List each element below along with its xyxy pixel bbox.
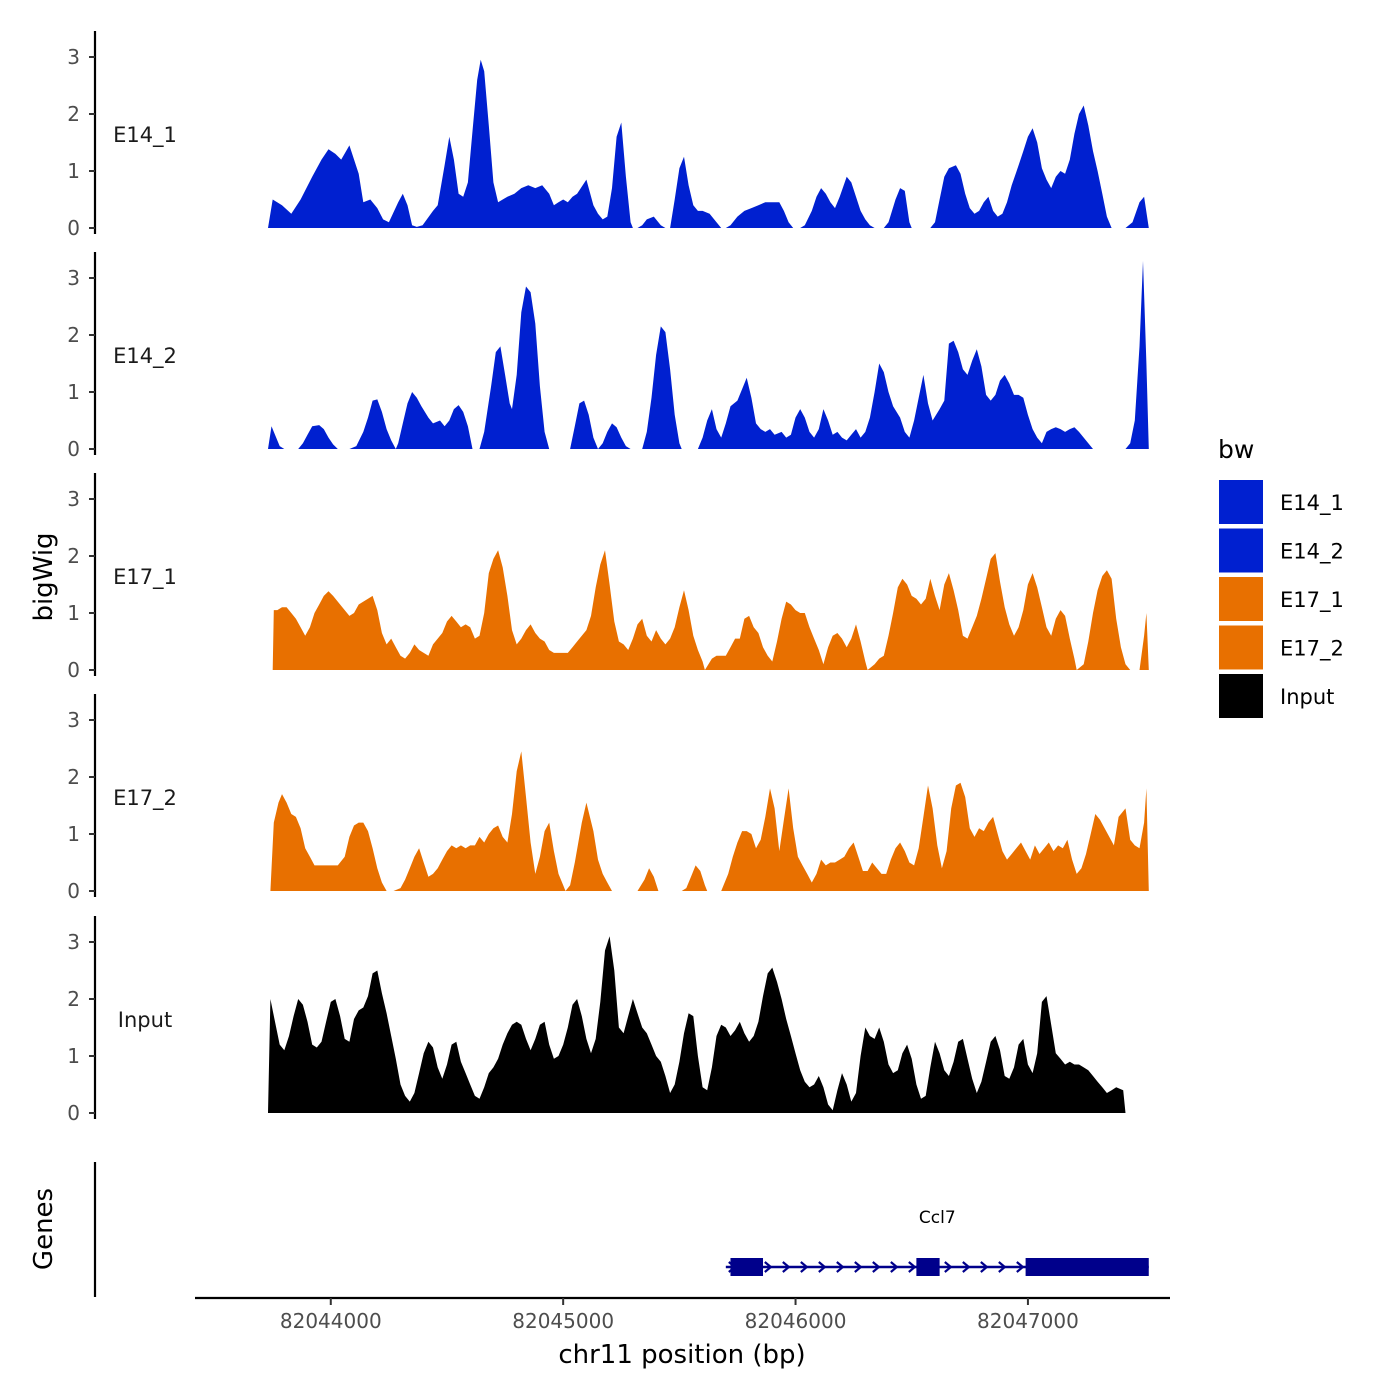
coverage-area-e14-2 [268, 260, 1149, 449]
legend: bw E14_1 E14_2 E17_1 E17_2 Input [1218, 435, 1344, 718]
legend-item: E17_2 [1219, 625, 1344, 670]
track-label: E17_1 [113, 565, 177, 590]
legend-items: E14_1 E14_2 E17_1 E17_2 Input [1219, 480, 1344, 718]
gene-exon [916, 1258, 940, 1276]
legend-item: E14_2 [1219, 528, 1344, 573]
y-tick-label: 3 [67, 930, 80, 954]
track-e14-2: 0 1 2 3 E14_2 [67, 252, 1149, 461]
strand-arrow [890, 1261, 899, 1273]
legend-swatch [1219, 674, 1263, 718]
genes-axis-title: Genes [29, 1188, 59, 1270]
y-tick-label: 1 [67, 601, 80, 625]
track-e14-1: 0 1 2 3 E14_1 [67, 31, 1149, 240]
legend-swatch [1219, 528, 1263, 573]
legend-item: E17_1 [1219, 577, 1344, 621]
track-label: E17_2 [113, 786, 177, 811]
track-label: E14_2 [113, 344, 177, 369]
strand-arrow [872, 1261, 881, 1273]
track-input: 0 1 2 3 Input [67, 916, 1126, 1125]
legend-label: Input [1280, 685, 1334, 709]
x-tick-label: 82044000 [280, 1309, 382, 1333]
coverage-tracks: 0 1 2 3 E14_1 0 1 2 3 E14_2 0 1 2 3 E17_1 0 1 2 3 E17_2 0 1 2 3… [67, 31, 1149, 1125]
track-e17-1: 0 1 2 3 E17_1 [67, 473, 1149, 682]
y-tick-label: 1 [67, 380, 80, 404]
gene-exon [1025, 1258, 1149, 1276]
strand-arrow [908, 1261, 917, 1273]
x-tick-label: 82045000 [512, 1309, 614, 1333]
coverage-area-e17-2 [270, 751, 1149, 891]
y-tick-label: 1 [67, 822, 80, 846]
legend-item: Input [1219, 674, 1334, 718]
strand-arrow [980, 1261, 989, 1273]
y-tick-label: 3 [67, 708, 80, 732]
coverage-area-e14-1 [268, 59, 1149, 228]
y-tick-label: 1 [67, 159, 80, 183]
strand-arrow [944, 1261, 953, 1273]
x-axis-title: chr11 position (bp) [558, 1340, 805, 1370]
legend-label: E14_2 [1280, 540, 1344, 565]
genes-panel: Genes Ccl7 [29, 1162, 1149, 1297]
x-tick-label: 82047000 [977, 1309, 1079, 1333]
strand-arrow [1016, 1261, 1025, 1273]
legend-label: E14_1 [1280, 491, 1344, 516]
coverage-area-input [268, 936, 1126, 1113]
x-axis: 82044000 82045000 82046000 82047000 chr11 p… [195, 1296, 1170, 1370]
y-tick-label: 2 [67, 544, 80, 568]
y-tick-label: 0 [67, 879, 80, 903]
strand-arrow [764, 1261, 773, 1273]
y-tick-label: 0 [67, 216, 80, 240]
x-tick-label: 82046000 [745, 1309, 847, 1333]
legend-swatch [1219, 625, 1263, 670]
track-label: E14_1 [113, 123, 177, 148]
track-e17-2: 0 1 2 3 E17_2 [67, 694, 1149, 903]
strand-arrow [998, 1261, 1007, 1273]
y-tick-label: 0 [67, 437, 80, 461]
coverage-area-e17-1 [272, 550, 1149, 670]
strand-arrow [962, 1261, 971, 1273]
strand-arrow [800, 1261, 809, 1273]
strand-arrow [836, 1261, 845, 1273]
y-tick-label: 3 [67, 266, 80, 290]
legend-swatch [1219, 480, 1263, 524]
strand-arrow [782, 1261, 791, 1273]
gene-ccl7: Ccl7 [725, 1208, 1149, 1276]
legend-label: E17_1 [1280, 588, 1344, 613]
x-axis-ticks: 82044000 82045000 82046000 82047000 [280, 1298, 1079, 1333]
y-axis-title: bigWig [29, 532, 59, 621]
legend-label: E17_2 [1280, 637, 1344, 662]
strand-arrow [854, 1261, 863, 1273]
strand-arrow [818, 1261, 827, 1273]
gene-exon [730, 1258, 764, 1276]
legend-item: E14_1 [1219, 480, 1344, 524]
y-tick-label: 0 [67, 658, 80, 682]
legend-swatch [1219, 577, 1263, 621]
gene-label: Ccl7 [919, 1208, 956, 1228]
y-tick-label: 3 [67, 45, 80, 69]
gene-models: Ccl7 [725, 1208, 1149, 1276]
y-tick-label: 2 [67, 323, 80, 347]
track-label: Input [118, 1008, 172, 1032]
y-tick-label: 3 [67, 487, 80, 511]
y-tick-label: 2 [67, 987, 80, 1011]
y-tick-label: 2 [67, 102, 80, 126]
y-tick-label: 1 [67, 1044, 80, 1068]
legend-title: bw [1218, 435, 1254, 464]
y-tick-label: 0 [67, 1101, 80, 1125]
y-tick-label: 2 [67, 765, 80, 789]
